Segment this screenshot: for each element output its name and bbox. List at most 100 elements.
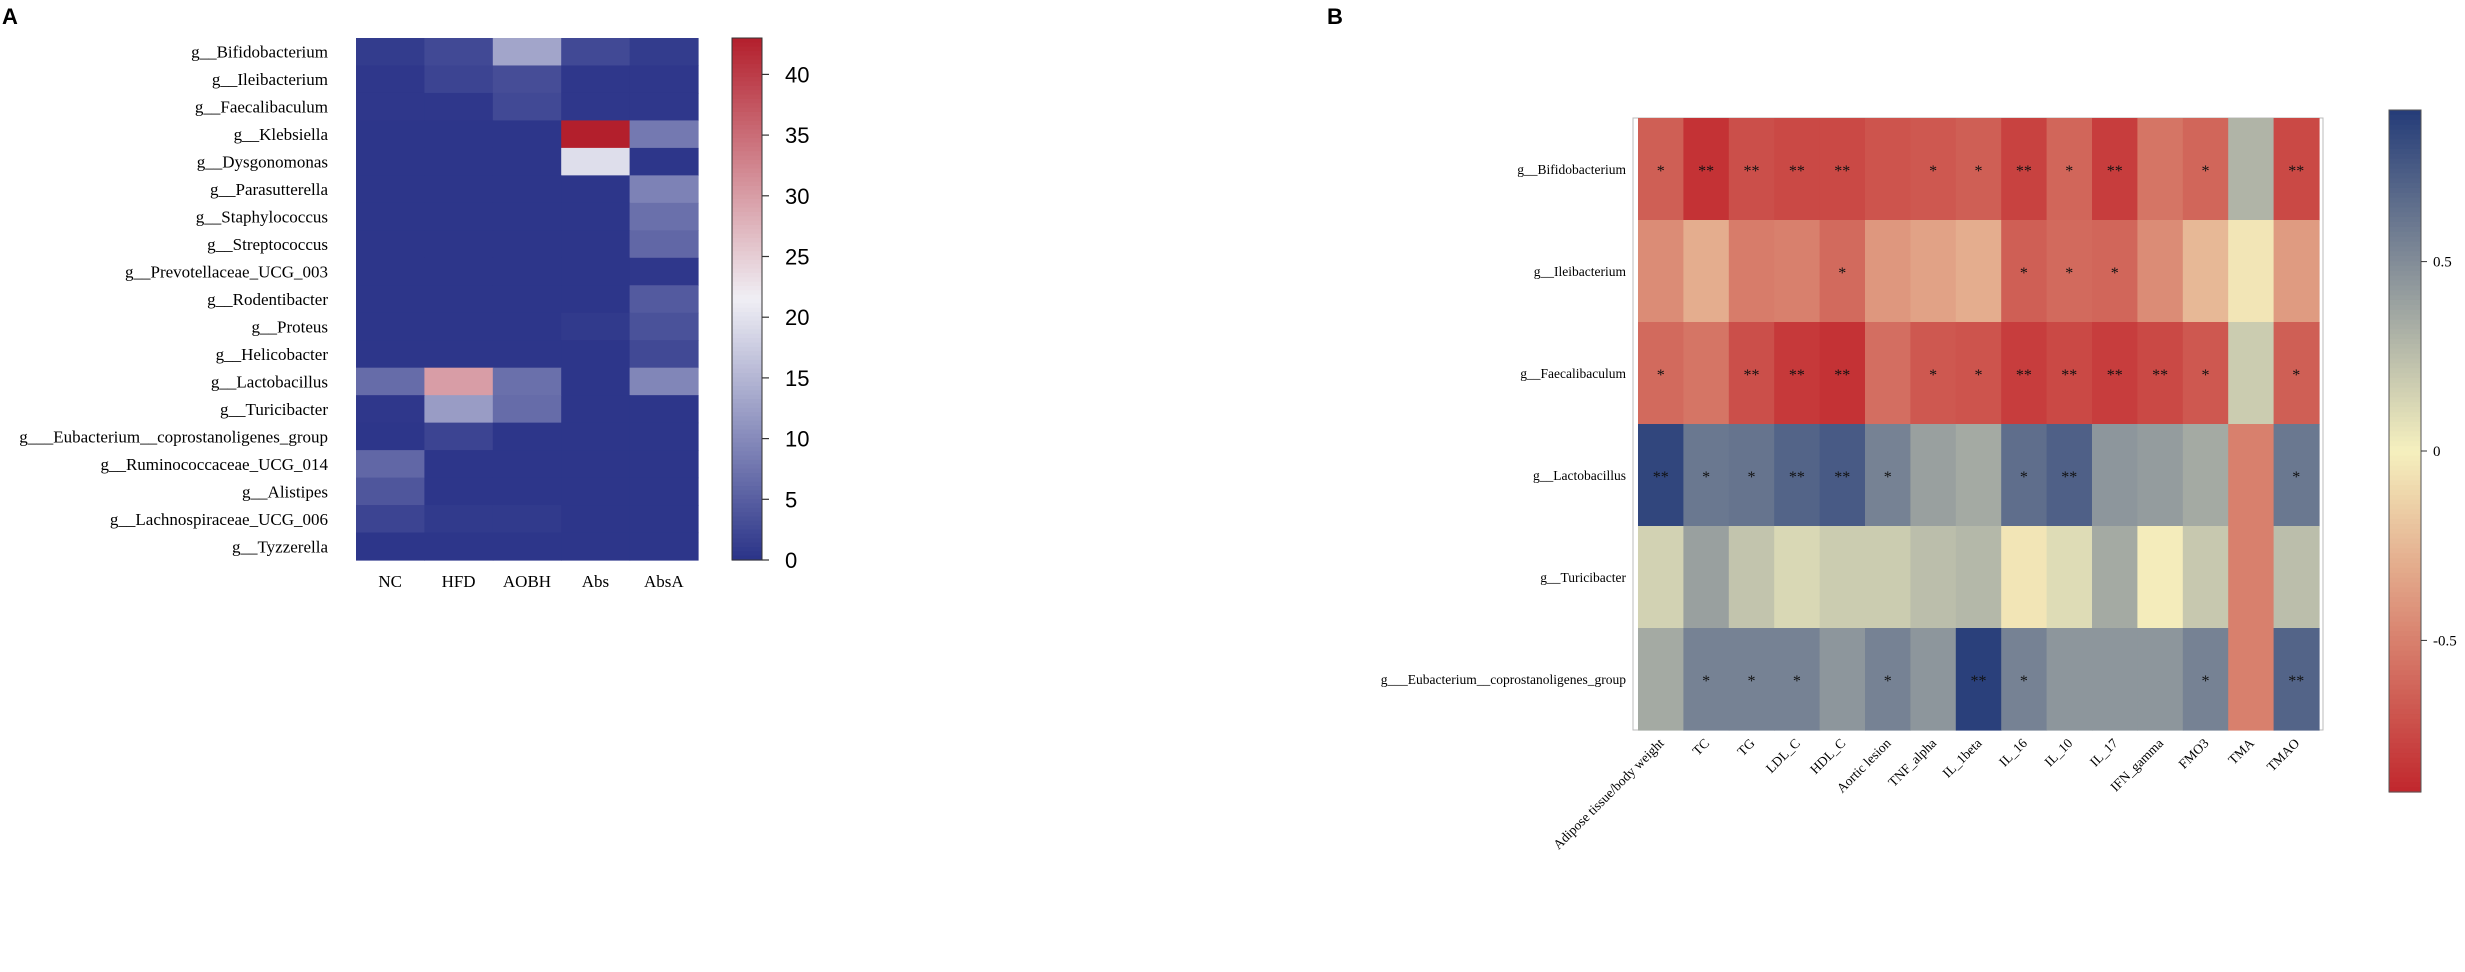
significance-marker: *	[2065, 163, 2073, 180]
colorbar-b-gradient-step	[2389, 611, 2421, 618]
colorbar-b-gradient-step	[2389, 465, 2421, 472]
colorbar-a-gradient-step	[732, 72, 762, 78]
colorbar-a-gradient-step	[732, 329, 762, 335]
colorbar-b-gradient-step	[2389, 738, 2421, 744]
significance-marker: **	[2061, 367, 2077, 384]
heatmap-b-cell	[2092, 220, 2138, 323]
colorbar-b-gradient-step	[2389, 767, 2421, 774]
colorbar-a-gradient-step	[732, 155, 762, 161]
heatmap-b-cell	[2228, 628, 2275, 731]
heatmap-b-row-label: g__Turicibacter	[1540, 570, 1626, 585]
colorbar-b-gradient-step	[2389, 480, 2421, 486]
heatmap-a-cell	[492, 450, 562, 479]
heatmap-b-cell	[2046, 220, 2093, 323]
colorbar-a-gradient-step	[732, 442, 762, 448]
colorbar-a-gradient-step	[732, 299, 762, 304]
colorbar-b-tick-label: -0.5	[2433, 633, 2457, 649]
heatmap-b-cell	[1910, 424, 1957, 527]
colorbar-b-gradient-step	[2389, 616, 2421, 623]
heatmap-a-cell	[424, 257, 494, 286]
colorbar-a-tick-label: 35	[785, 123, 809, 148]
heatmap-a-cell	[629, 505, 699, 534]
colorbar-a-gradient-step	[732, 185, 762, 191]
heatmap-a-cell	[492, 532, 562, 561]
colorbar-b-gradient-step	[2389, 144, 2421, 150]
significance-marker: **	[2288, 163, 2304, 180]
colorbar-b-gradient-step	[2389, 494, 2421, 501]
heatmap-a-cell	[424, 120, 494, 149]
colorbar-b-gradient-step	[2389, 728, 2421, 735]
heatmap-a-cell	[561, 147, 631, 176]
heatmap-b-column-label: IL_10	[2041, 735, 2075, 769]
colorbar-a-gradient-step	[732, 546, 762, 552]
colorbar-a-gradient-step	[732, 111, 762, 117]
heatmap-a-row-label: g__Alistipes	[242, 482, 328, 501]
heatmap-a-row-label: g__Dysgonomonas	[197, 153, 328, 172]
significance-marker: *	[1975, 163, 1983, 180]
colorbar-a-gradient-step	[732, 542, 762, 548]
heatmap-b-cell	[2046, 322, 2093, 425]
colorbar-a-gradient-step	[732, 364, 762, 370]
colorbar-a-gradient-step	[732, 98, 762, 104]
heatmap-b-cell	[2001, 220, 2048, 323]
colorbar-b-gradient-step	[2389, 402, 2421, 408]
colorbar-b-gradient-step	[2389, 499, 2421, 506]
heatmap-b-cell	[1728, 220, 1775, 323]
heatmap-a-cell	[356, 230, 425, 259]
heatmap-b-cell	[1638, 220, 1684, 323]
colorbar-b-gradient-step	[2389, 665, 2421, 671]
heatmap-a-cell	[629, 532, 699, 561]
heatmap-b-cell	[2182, 322, 2229, 425]
colorbar-b-tick-label: 0	[2433, 444, 2441, 460]
significance-marker: *	[1702, 673, 1710, 690]
colorbar-a-gradient-step	[732, 507, 762, 513]
heatmap-b-cell	[2228, 118, 2275, 221]
heatmap-b-column-label: FMO3	[2176, 735, 2212, 771]
heatmap-b-cell	[2092, 526, 2138, 629]
colorbar-b-gradient-step	[2389, 290, 2421, 296]
heatmap-a-cell	[492, 395, 562, 424]
colorbar-a-gradient-step	[732, 77, 762, 83]
heatmap-a-cell	[629, 38, 699, 67]
significance-marker: *	[1838, 265, 1846, 282]
heatmap-b-column-label: TMA	[2225, 735, 2257, 767]
heatmap-a-cell	[561, 395, 631, 424]
colorbar-a-gradient-step	[732, 446, 762, 452]
heatmap-a-cell	[356, 175, 425, 204]
heatmap-b-column-label: IL_17	[2087, 735, 2121, 769]
colorbar-b-gradient-step	[2389, 358, 2421, 364]
heatmap-b-row-label: g__Faecalibaculum	[1520, 366, 1626, 381]
colorbar-b-gradient-step	[2389, 207, 2421, 213]
heatmap-a-cell	[356, 202, 425, 231]
colorbar-a-gradient-step	[732, 46, 762, 52]
heatmap-a-row-label: g__Lactobacillus	[211, 372, 328, 391]
heatmap-a-cell	[561, 230, 631, 259]
significance-marker: *	[2111, 265, 2119, 282]
heatmap-b-cell	[2046, 424, 2093, 527]
colorbar-a-gradient-step	[732, 68, 762, 74]
heatmap-b-cell	[2273, 628, 2320, 731]
heatmap-b-cell	[1955, 424, 2002, 527]
colorbar-b-gradient-step	[2389, 694, 2421, 701]
colorbar-b-gradient-step	[2389, 699, 2421, 705]
colorbar-b-gradient-step	[2389, 265, 2421, 272]
heatmap-b-cell	[1955, 220, 2002, 323]
colorbar-a-gradient-step	[732, 394, 762, 400]
heatmap-a-cell	[561, 532, 631, 561]
significance-marker: **	[1834, 367, 1850, 384]
heatmap-b-cell	[1910, 628, 1957, 731]
heatmap-a-cell	[424, 147, 494, 176]
colorbar-b-gradient-step	[2389, 684, 2421, 691]
heatmap-a-cell	[561, 450, 631, 479]
colorbar-a-gradient-step	[732, 42, 762, 48]
heatmap-b-cell	[2046, 526, 2093, 629]
heatmap-b-cell	[2001, 118, 2048, 221]
colorbar-b-gradient-step	[2389, 563, 2421, 569]
colorbar-a-gradient-step	[732, 238, 762, 244]
heatmap-a-row-label: g__Ruminococcaceae_UCG_014	[100, 455, 328, 474]
heatmap-a-row-label: g__Parasutterella	[210, 180, 328, 199]
significance-marker: **	[2061, 469, 2077, 486]
heatmap-a-column-label: NC	[378, 572, 402, 591]
significance-marker: *	[2292, 367, 2300, 384]
colorbar-b-gradient-step	[2389, 387, 2421, 394]
